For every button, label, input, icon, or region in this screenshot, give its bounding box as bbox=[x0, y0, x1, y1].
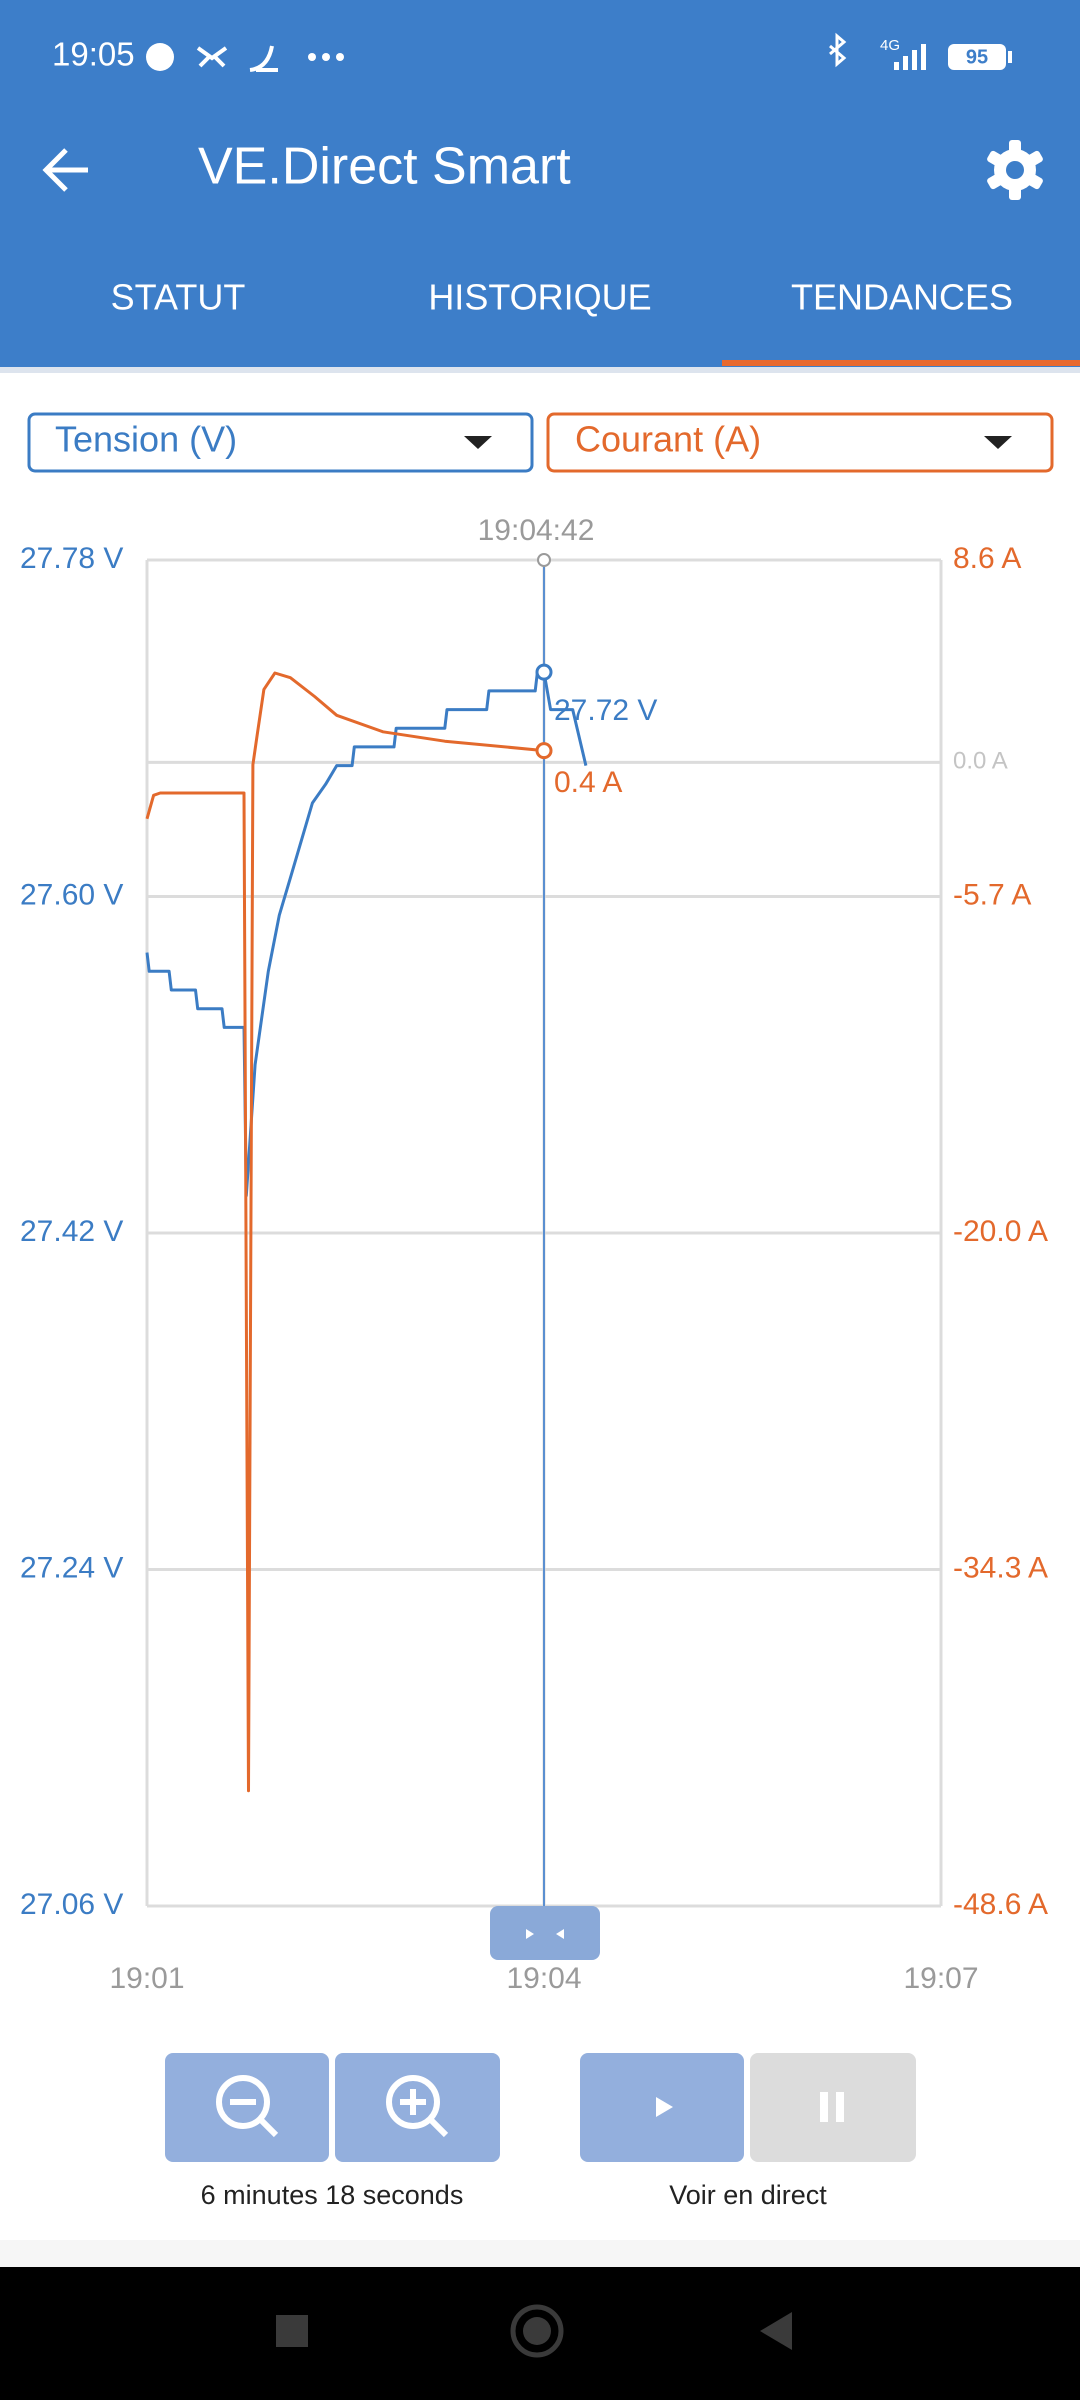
selector-label: Courant (A) bbox=[575, 419, 761, 460]
settings-button[interactable] bbox=[986, 140, 1044, 200]
cursor-top bbox=[537, 553, 551, 567]
voltage-selector[interactable]: Tension (V) bbox=[27, 412, 534, 473]
tab-indicator bbox=[722, 360, 1080, 366]
tab-active[interactable]: TENDANCES bbox=[791, 277, 1013, 318]
live-label: Voir en direct bbox=[669, 2180, 827, 2210]
tab[interactable]: HISTORIQUE bbox=[428, 277, 651, 318]
nav-recents[interactable] bbox=[276, 2315, 308, 2347]
cursor-handle[interactable] bbox=[490, 1906, 600, 1960]
cursor-marker bbox=[535, 663, 553, 681]
call-icon bbox=[196, 46, 228, 68]
selector-label: Tension (V) bbox=[55, 419, 237, 460]
footer-bg bbox=[0, 2240, 1080, 2267]
cursor-readout: 27.72 V bbox=[554, 694, 657, 727]
y2-tick-label: 8.6 A bbox=[953, 542, 1021, 575]
cursor-readout: 0.4 A bbox=[554, 766, 622, 799]
more-icon bbox=[308, 53, 344, 61]
y2-tick-label: 0.0 A bbox=[953, 748, 1008, 775]
cursor-time: 19:04:42 bbox=[478, 514, 595, 547]
pause-button[interactable] bbox=[750, 2053, 916, 2162]
back-button[interactable] bbox=[42, 148, 88, 192]
battery-level: 95 bbox=[966, 46, 988, 68]
chart: 19:01 19:04 19:07 27.06 V 27.24 V 27.42 V 27.6… bbox=[20, 514, 1048, 1995]
series-line bbox=[145, 670, 588, 1198]
y2-tick-label: -48.6 A bbox=[953, 1888, 1048, 1921]
battery-icon bbox=[948, 44, 1006, 70]
nav-home[interactable] bbox=[510, 2304, 564, 2358]
zoom-in-button[interactable] bbox=[335, 2053, 500, 2162]
bluetooth-icon bbox=[829, 32, 847, 68]
x-tick-label: 19:07 bbox=[903, 1962, 978, 1995]
zoom-label: 6 minutes 18 seconds bbox=[201, 2180, 464, 2210]
network-label: 4G bbox=[880, 37, 900, 54]
status-time: 19:05 bbox=[52, 36, 135, 73]
battery-tip bbox=[1008, 51, 1012, 63]
y2-tick-label: -20.0 A bbox=[953, 1215, 1048, 1248]
play-button[interactable] bbox=[580, 2053, 744, 2162]
tab[interactable]: STATUT bbox=[111, 277, 246, 318]
messenger-icon bbox=[146, 43, 174, 71]
signal-icon bbox=[894, 44, 926, 70]
app-icon bbox=[249, 45, 278, 72]
handle-arrows bbox=[526, 1929, 564, 1939]
y2-tick-label: -34.3 A bbox=[953, 1551, 1048, 1584]
y2-tick-label: -5.7 A bbox=[953, 878, 1031, 911]
header-shadow bbox=[0, 367, 1080, 373]
y-tick-label: 27.06 V bbox=[20, 1888, 123, 1921]
nav-back[interactable] bbox=[760, 2312, 792, 2350]
zoom-out-button[interactable] bbox=[165, 2053, 329, 2162]
header-bg bbox=[0, 0, 1080, 367]
series-line bbox=[145, 671, 545, 1793]
y-tick-label: 27.60 V bbox=[20, 878, 123, 911]
cursor-marker bbox=[535, 742, 553, 760]
current-selector[interactable]: Courant (A) bbox=[546, 412, 1054, 473]
x-tick-label: 19:01 bbox=[109, 1962, 184, 1995]
app-title: VE.Direct Smart bbox=[198, 138, 571, 196]
x-tick-label: 19:04 bbox=[506, 1962, 581, 1995]
y-tick-label: 27.42 V bbox=[20, 1215, 123, 1248]
y-tick-label: 27.78 V bbox=[20, 542, 123, 575]
y-tick-label: 27.24 V bbox=[20, 1551, 123, 1584]
